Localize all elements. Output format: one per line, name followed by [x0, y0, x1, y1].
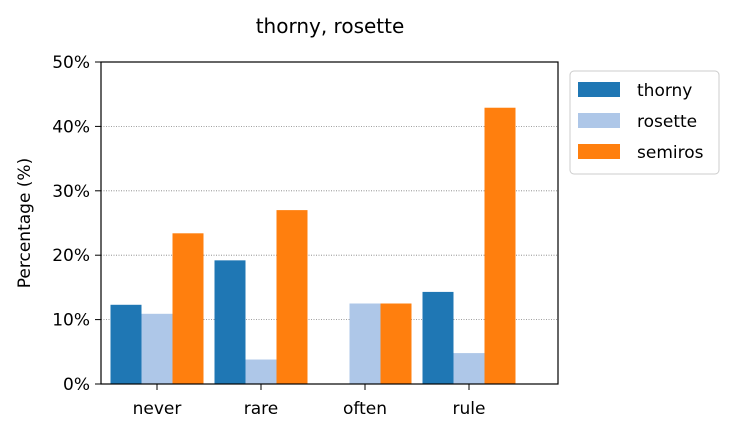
legend: thorny rosette semiros	[569, 70, 720, 175]
y-axis-label: Percentage (%)	[15, 158, 35, 288]
legend-swatch-thorny	[578, 82, 620, 97]
y-tick-label: 40%	[52, 117, 90, 137]
bar-thorny-rare	[214, 260, 246, 384]
plot-frame	[100, 61, 559, 385]
bar-rosette-never	[141, 313, 173, 384]
bar-semiros-rule	[484, 107, 516, 384]
axes	[100, 61, 559, 385]
bar-rosette-rare	[245, 359, 277, 384]
y-tick-label: 0%	[63, 375, 90, 395]
y-tick-label: 10%	[52, 311, 90, 331]
x-ticks: never rare often rule	[133, 384, 486, 419]
chart-title: thorny, rosette	[256, 14, 405, 38]
grid-lines	[101, 126, 558, 321]
bar-semiros-often	[380, 303, 412, 384]
bar-thorny-rule	[422, 291, 454, 384]
x-tick-label: never	[133, 399, 182, 419]
x-tick-label: rule	[453, 399, 486, 419]
bar-rosette-rule	[453, 353, 485, 384]
bar-semiros-rare	[276, 210, 308, 384]
x-tick-label: often	[343, 399, 387, 419]
y-ticks: 0% 10% 20% 30% 40% 50%	[52, 53, 101, 395]
bar-semiros-never	[172, 233, 204, 384]
legend-label-semiros: semiros	[637, 143, 704, 163]
y-tick-label: 50%	[52, 53, 90, 73]
x-tick-label: rare	[244, 399, 278, 419]
legend-swatch-semiros	[578, 144, 620, 159]
bar-thorny-never	[110, 304, 142, 384]
legend-swatch-rosette	[578, 113, 620, 128]
y-tick-label: 30%	[52, 182, 90, 202]
bar-rosette-often	[349, 303, 381, 384]
legend-label-thorny: thorny	[637, 81, 692, 101]
legend-label-rosette: rosette	[637, 112, 697, 132]
bars	[110, 107, 516, 384]
y-tick-label: 20%	[52, 246, 90, 266]
